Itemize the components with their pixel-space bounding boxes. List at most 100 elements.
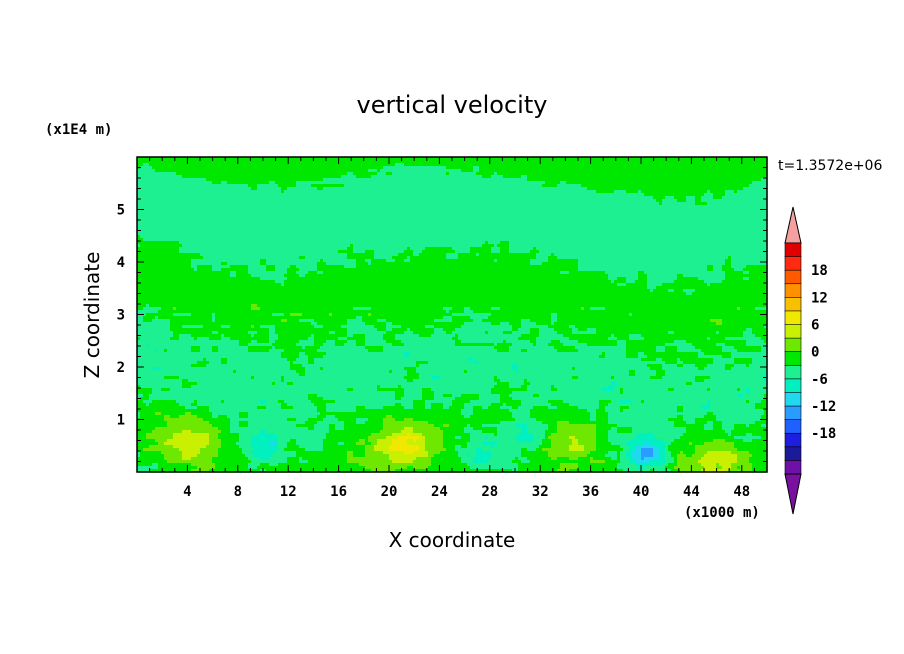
field-cell <box>278 199 282 203</box>
field-cell <box>284 190 288 194</box>
field-cell <box>335 157 339 161</box>
field-cell <box>725 160 729 164</box>
field-cell <box>200 184 204 188</box>
field-cell <box>452 166 456 170</box>
field-cell <box>314 202 318 206</box>
field-cell <box>731 190 735 194</box>
field-cell <box>476 166 480 170</box>
field-cell <box>455 202 459 206</box>
field-cell <box>260 172 264 176</box>
field-cell <box>380 160 384 164</box>
field-cell <box>755 184 759 188</box>
field-cell <box>653 166 657 170</box>
field-cell <box>458 208 462 212</box>
field-cell <box>296 196 300 200</box>
field-cell <box>167 175 171 179</box>
field-cell <box>341 160 345 164</box>
field-cell <box>176 157 180 161</box>
field-cell <box>164 166 168 170</box>
field-cell <box>206 190 210 194</box>
field-cell <box>389 157 393 161</box>
field-cell <box>374 181 378 185</box>
field-cell <box>713 202 717 206</box>
field-cell <box>764 157 768 161</box>
field-cell <box>503 172 507 176</box>
field-cell <box>719 163 723 167</box>
field-cell <box>323 178 327 182</box>
field-cell <box>719 169 723 173</box>
field-cell <box>275 163 279 167</box>
field-cell <box>344 175 348 179</box>
field-cell <box>425 202 429 206</box>
field-cell <box>737 196 741 200</box>
field-cell <box>317 169 321 173</box>
field-cell <box>728 178 732 182</box>
field-cell <box>251 163 255 167</box>
field-cell <box>707 172 711 176</box>
field-cell <box>278 205 282 209</box>
field-cell <box>224 157 228 161</box>
field-cell <box>602 190 606 194</box>
field-cell <box>392 205 396 209</box>
field-cell <box>641 190 645 194</box>
field-cell <box>371 205 375 209</box>
field-cell <box>599 196 603 200</box>
field-cell <box>350 190 354 194</box>
field-cell <box>194 184 198 188</box>
field-cell <box>278 175 282 179</box>
field-cell <box>527 178 531 182</box>
field-cell <box>290 196 294 200</box>
field-cell <box>380 172 384 176</box>
field-cell <box>281 205 285 209</box>
field-cell <box>668 160 672 164</box>
field-cell <box>347 199 351 203</box>
field-cell <box>329 187 333 191</box>
field-cell <box>461 169 465 173</box>
field-cell <box>626 169 630 173</box>
field-cell <box>701 190 705 194</box>
field-cell <box>500 184 504 188</box>
field-cell <box>365 190 369 194</box>
field-cell <box>590 190 594 194</box>
field-cell <box>245 208 249 212</box>
field-cell <box>575 187 579 191</box>
field-cell <box>305 169 309 173</box>
field-cell <box>512 184 516 188</box>
field-cell <box>512 190 516 194</box>
field-cell <box>401 202 405 206</box>
field-cell <box>746 157 750 161</box>
field-cell <box>302 193 306 197</box>
field-cell <box>278 196 282 200</box>
field-cell <box>383 184 387 188</box>
field-cell <box>548 202 552 206</box>
field-cell <box>647 181 651 185</box>
field-cell <box>212 196 216 200</box>
field-cell <box>485 160 489 164</box>
field-cell <box>332 187 336 191</box>
field-cell <box>587 166 591 170</box>
field-cell <box>713 160 717 164</box>
field-cell <box>602 157 606 161</box>
field-cell <box>347 169 351 173</box>
field-cell <box>716 166 720 170</box>
field-cell <box>596 166 600 170</box>
field-cell <box>722 190 726 194</box>
field-cell <box>653 169 657 173</box>
field-cell <box>293 208 297 212</box>
field-cell <box>707 193 711 197</box>
field-cell <box>221 193 225 197</box>
field-cell <box>464 160 468 164</box>
field-cell <box>656 175 660 179</box>
field-cell <box>188 172 192 176</box>
field-cell <box>329 175 333 179</box>
field-cell <box>614 181 618 185</box>
field-cell <box>725 190 729 194</box>
field-cell <box>374 169 378 173</box>
field-cell <box>545 172 549 176</box>
field-cell <box>686 193 690 197</box>
field-cell <box>161 166 165 170</box>
field-cell <box>350 160 354 164</box>
field-cell <box>692 184 696 188</box>
field-cell <box>650 181 654 185</box>
field-cell <box>272 205 276 209</box>
